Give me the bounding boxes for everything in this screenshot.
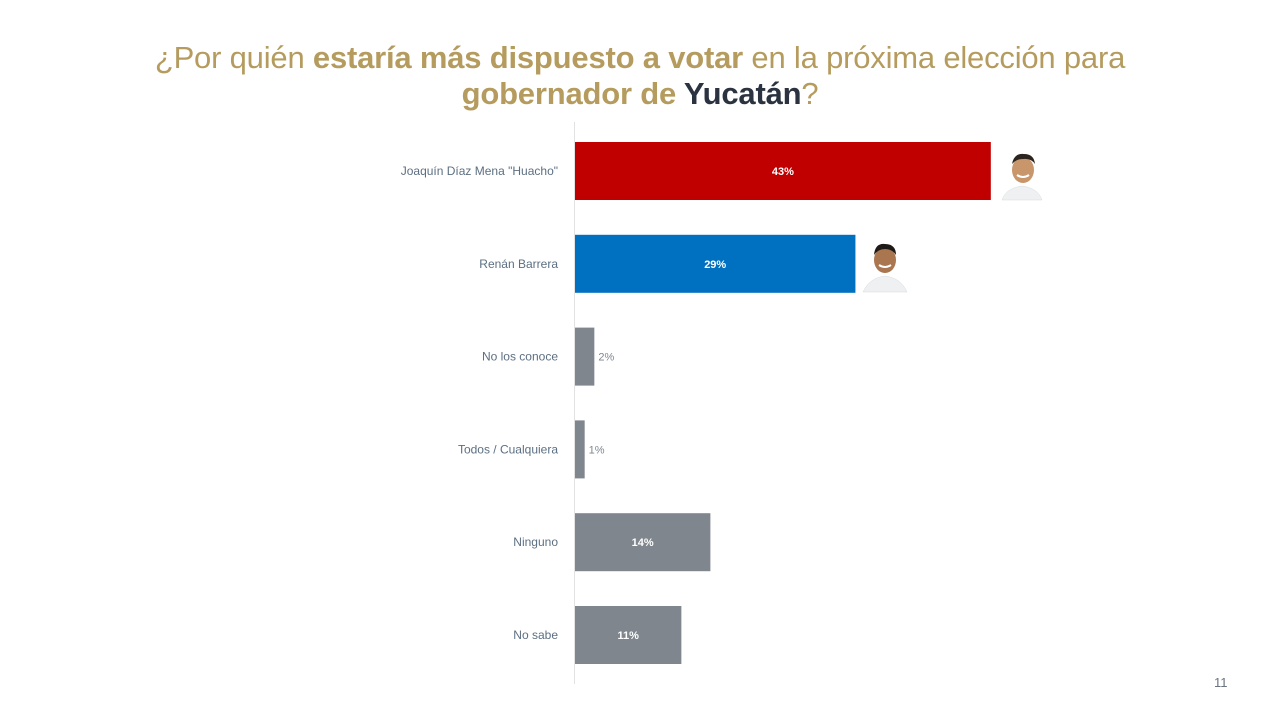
category-label: Todos / Cualquiera xyxy=(458,442,558,456)
title-part-1: ¿Por quién xyxy=(154,40,313,75)
category-label: No los conoce xyxy=(482,350,558,364)
chart-title: ¿Por quién estaría más dispuesto a votar… xyxy=(140,40,1140,112)
bar xyxy=(575,513,711,572)
category-label: Ninguno xyxy=(513,535,558,549)
category-label: Joaquín Díaz Mena "Huacho" xyxy=(401,164,558,178)
data-label: 29% xyxy=(704,259,726,271)
title-part-5: Yucatán xyxy=(683,76,802,111)
data-label: 43% xyxy=(772,166,794,178)
page-number: 11 xyxy=(1214,675,1228,690)
data-label: 11% xyxy=(617,630,639,642)
title-part-3: en la próxima elección para xyxy=(743,40,1126,75)
bar xyxy=(575,327,595,386)
title-part-4: gobernador de xyxy=(461,76,684,111)
title-part-2: estaría más dispuesto a votar xyxy=(312,40,744,75)
data-label: 1% xyxy=(589,444,605,456)
data-label: 2% xyxy=(598,352,614,364)
title-part-6: ? xyxy=(801,76,819,111)
bar xyxy=(575,420,585,479)
data-label: 14% xyxy=(632,537,654,549)
category-label: No sabe xyxy=(513,628,558,642)
candidate-photo-barrera xyxy=(861,240,909,293)
category-label: Renán Barrera xyxy=(479,257,558,271)
bar xyxy=(575,606,682,664)
bar xyxy=(575,234,856,293)
bar xyxy=(575,142,991,200)
candidate-photo-diaz-mena xyxy=(998,148,1046,201)
